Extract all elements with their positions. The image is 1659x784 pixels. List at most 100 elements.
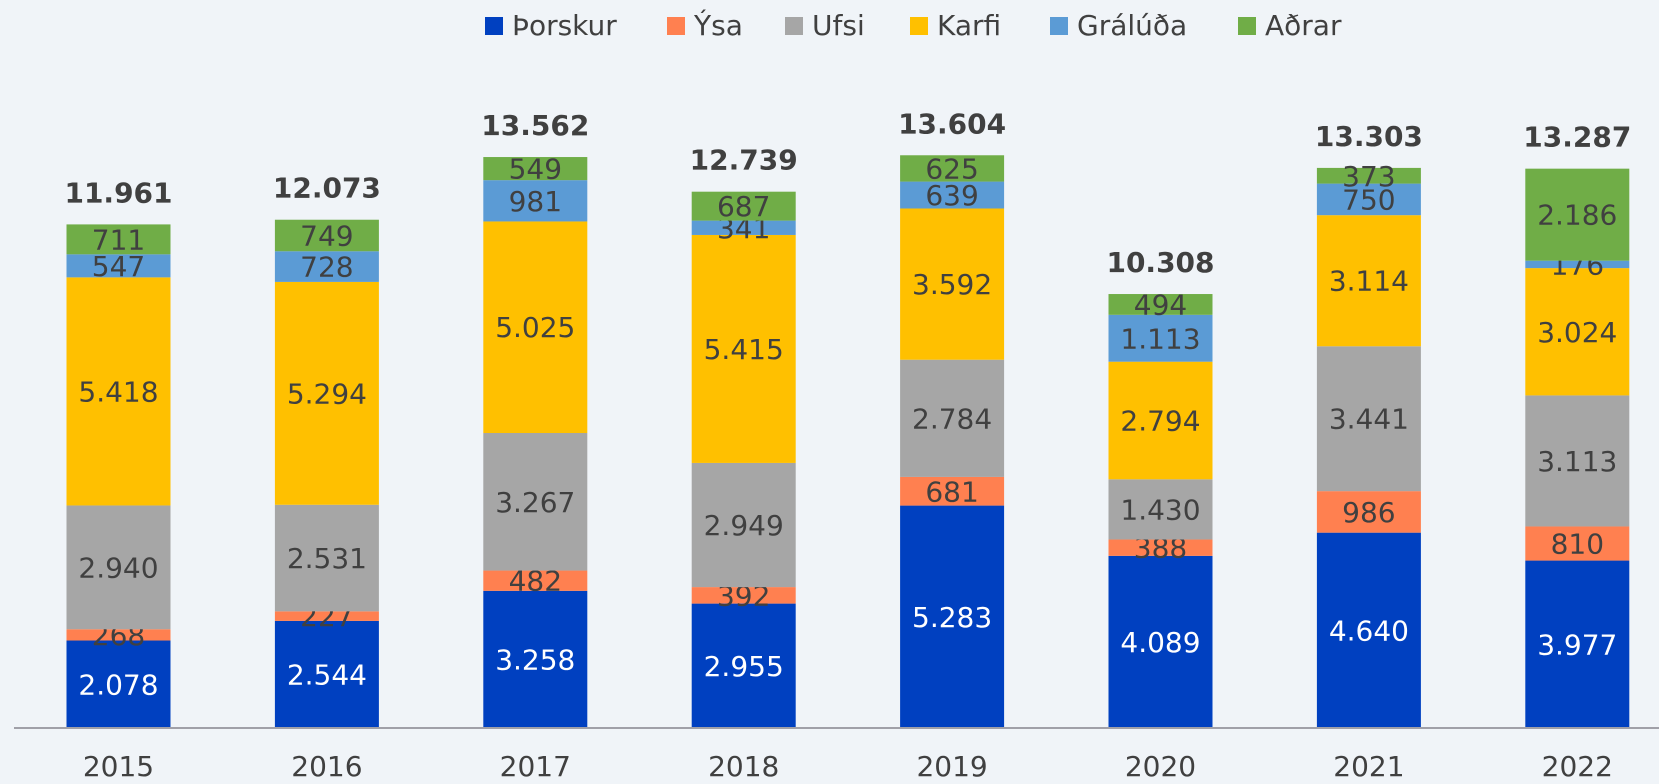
- value-label: 1.113: [1120, 322, 1200, 355]
- value-label: 639: [925, 179, 978, 212]
- value-label: 5.415: [704, 333, 784, 366]
- total-label: 12.073: [273, 172, 381, 205]
- value-label: 3.977: [1537, 628, 1617, 661]
- bar-segment: [1525, 526, 1630, 561]
- bar-segment: [1108, 555, 1213, 728]
- value-label: 3.258: [495, 643, 575, 676]
- value-label: 5.418: [78, 375, 158, 408]
- legend-swatch: [1050, 17, 1068, 35]
- bar-segment: [274, 620, 379, 728]
- value-label: 2.794: [1120, 405, 1200, 438]
- bar-segment: [900, 181, 1005, 209]
- total-label: 13.562: [481, 109, 589, 142]
- legend-label: Ufsi: [812, 9, 865, 42]
- bar-segment: [1108, 361, 1213, 480]
- legend-swatch: [1238, 17, 1256, 35]
- legend-label: Þorskur: [512, 9, 617, 42]
- bar-segment: [274, 251, 379, 282]
- value-label: 2.078: [78, 668, 158, 701]
- bar-segment: [1108, 539, 1213, 556]
- value-label: 494: [1134, 288, 1187, 321]
- bar-segment: [1316, 215, 1421, 347]
- value-label: 625: [925, 152, 978, 185]
- bar-segment: [1316, 167, 1421, 184]
- value-label: 3.441: [1329, 403, 1409, 436]
- total-label: 13.303: [1315, 120, 1423, 153]
- bar-segment: [483, 157, 588, 181]
- total-label: 13.287: [1523, 121, 1631, 154]
- bar-segment: [691, 587, 796, 604]
- bar-segment: [1525, 560, 1630, 728]
- total-label: 10.308: [1106, 246, 1214, 279]
- legend-label: Grálúða: [1077, 9, 1187, 42]
- x-tick-label: 2018: [708, 750, 779, 783]
- value-label: 3.024: [1537, 316, 1617, 349]
- x-tick-label: 2015: [83, 750, 154, 783]
- legend-label: Ýsa: [693, 8, 743, 42]
- legend-swatch: [485, 17, 503, 35]
- value-label: 3.267: [495, 486, 575, 519]
- bar-segment: [900, 505, 1005, 728]
- legend-swatch: [785, 17, 803, 35]
- value-label: 986: [1342, 496, 1395, 529]
- value-label: 750: [1342, 183, 1395, 216]
- bar-segment: [1108, 314, 1213, 362]
- bar-segment: [1525, 168, 1630, 261]
- x-tick-label: 2020: [1125, 750, 1196, 783]
- value-label: 4.640: [1329, 614, 1409, 647]
- bar-segment: [1316, 532, 1421, 728]
- value-label: 2.531: [287, 542, 367, 575]
- bar-segment: [691, 191, 796, 221]
- bar-segment: [691, 603, 796, 728]
- value-label: 711: [92, 223, 145, 256]
- bar-segment: [900, 359, 1005, 477]
- bar-segment: [483, 221, 588, 434]
- value-label: 687: [717, 190, 770, 223]
- bar-segment: [1316, 183, 1421, 216]
- value-label: 5.283: [912, 601, 992, 634]
- total-label: 12.739: [690, 144, 798, 177]
- bar-segment: [900, 155, 1005, 182]
- value-label: 373: [1342, 160, 1395, 193]
- bar-segment: [1108, 294, 1213, 315]
- legend-label: Aðrar: [1265, 9, 1342, 42]
- value-label: 4.089: [1120, 626, 1200, 659]
- value-label: 3.114: [1329, 265, 1409, 298]
- value-label: 2.784: [912, 402, 992, 435]
- bar-segment: [900, 208, 1005, 360]
- x-tick-label: 2021: [1333, 750, 1404, 783]
- bar-segment: [66, 505, 171, 630]
- total-label: 13.604: [898, 107, 1006, 140]
- value-label: 981: [509, 185, 562, 218]
- value-label: 549: [509, 153, 562, 186]
- bar-segment: [483, 590, 588, 728]
- value-label: 547: [92, 250, 145, 283]
- bar-segment: [483, 180, 588, 222]
- value-label: 1.430: [1120, 493, 1200, 526]
- bar-segment: [274, 611, 379, 621]
- value-label: 810: [1551, 528, 1604, 561]
- bar-segment: [1525, 395, 1630, 527]
- value-label: 728: [300, 251, 353, 284]
- bar-segment: [274, 219, 379, 252]
- total-label: 11.961: [64, 176, 172, 209]
- value-label: 5.025: [495, 311, 575, 344]
- x-tick-label: 2017: [500, 750, 571, 783]
- bar-segment: [691, 462, 796, 588]
- bar-segment: [483, 433, 588, 571]
- bar-segment: [1316, 491, 1421, 533]
- value-label: 681: [925, 475, 978, 508]
- legend-label: Karfi: [937, 9, 1001, 42]
- value-label: 3.592: [912, 268, 992, 301]
- bar-segment: [1525, 268, 1630, 396]
- bar-segment: [66, 277, 171, 506]
- value-label: 2.949: [704, 509, 784, 542]
- value-label: 749: [300, 219, 353, 252]
- value-label: 2.940: [78, 551, 158, 584]
- x-tick-label: 2019: [916, 750, 987, 783]
- value-label: 3.113: [1537, 445, 1617, 478]
- bar-segment: [274, 504, 379, 612]
- bar-segment: [900, 476, 1005, 506]
- bar-segment: [1108, 479, 1213, 540]
